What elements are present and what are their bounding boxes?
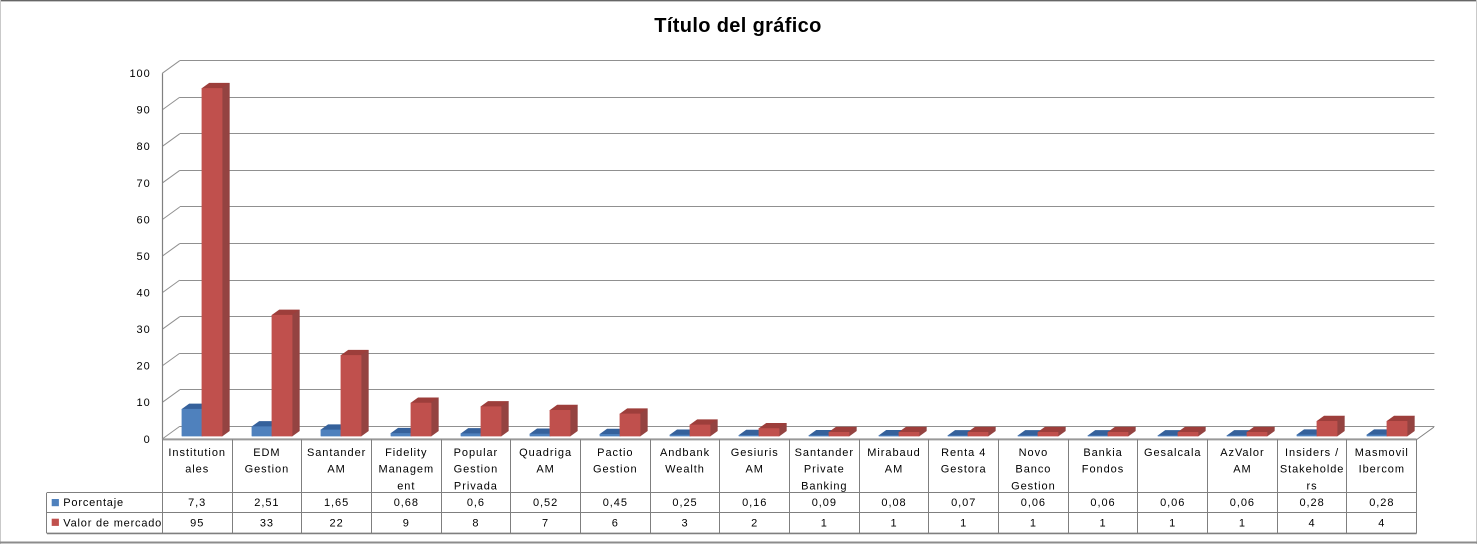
svg-text:0,28: 0,28	[1369, 497, 1394, 509]
svg-text:Stakeholde: Stakeholde	[1280, 464, 1345, 476]
svg-text:Gesiuris: Gesiuris	[731, 447, 779, 459]
svg-text:0,06: 0,06	[1160, 497, 1185, 509]
svg-text:Mirabaud: Mirabaud	[867, 447, 920, 459]
svg-text:50: 50	[137, 251, 151, 263]
svg-text:Privada: Privada	[454, 481, 498, 493]
svg-text:Gestion: Gestion	[245, 464, 290, 476]
svg-text:Managem: Managem	[379, 464, 435, 476]
svg-text:Fondos: Fondos	[1082, 464, 1124, 476]
svg-text:0,68: 0,68	[394, 497, 419, 509]
svg-text:Gestora: Gestora	[941, 464, 987, 476]
svg-text:7,3: 7,3	[188, 497, 206, 509]
svg-text:Gestion: Gestion	[593, 464, 638, 476]
svg-text:10: 10	[137, 397, 151, 409]
svg-text:4: 4	[1309, 517, 1316, 529]
svg-text:0,06: 0,06	[1230, 497, 1255, 509]
svg-text:0,45: 0,45	[603, 497, 628, 509]
svg-text:0: 0	[144, 434, 151, 446]
svg-text:Insiders /: Insiders /	[1285, 447, 1339, 459]
svg-text:Banco: Banco	[1015, 464, 1051, 476]
svg-text:1: 1	[960, 517, 967, 529]
svg-text:0,06: 0,06	[1021, 497, 1046, 509]
svg-text:AM: AM	[745, 464, 763, 476]
svg-text:0,08: 0,08	[881, 497, 906, 509]
svg-text:33: 33	[260, 517, 274, 529]
svg-text:Gesalcala: Gesalcala	[1144, 447, 1201, 459]
svg-text:60: 60	[137, 214, 151, 226]
svg-text:AM: AM	[885, 464, 903, 476]
svg-text:Quadriga: Quadriga	[519, 447, 572, 459]
svg-text:Santander: Santander	[795, 447, 854, 459]
svg-text:40: 40	[137, 288, 151, 300]
svg-text:Gestion: Gestion	[454, 464, 499, 476]
svg-text:7: 7	[542, 517, 549, 529]
svg-text:AM: AM	[536, 464, 554, 476]
svg-text:rs: rs	[1307, 481, 1318, 493]
svg-text:Private: Private	[804, 464, 845, 476]
svg-text:22: 22	[330, 517, 344, 529]
svg-text:80: 80	[137, 141, 151, 153]
svg-text:Valor de mercado: Valor de mercado	[63, 517, 162, 529]
svg-text:Gestion: Gestion	[1011, 481, 1056, 493]
svg-text:30: 30	[137, 324, 151, 336]
svg-text:1: 1	[1030, 517, 1037, 529]
svg-text:1,65: 1,65	[324, 497, 349, 509]
svg-text:AM: AM	[327, 464, 345, 476]
svg-text:Fidelity: Fidelity	[385, 447, 427, 459]
svg-text:100: 100	[129, 68, 150, 80]
svg-text:90: 90	[137, 105, 151, 117]
svg-text:0,16: 0,16	[742, 497, 767, 509]
svg-text:AM: AM	[1233, 464, 1251, 476]
svg-text:1: 1	[1099, 517, 1106, 529]
svg-text:0,25: 0,25	[672, 497, 697, 509]
svg-text:2: 2	[751, 517, 758, 529]
svg-text:0,6: 0,6	[467, 497, 485, 509]
svg-text:Título del gráfico: Título del gráfico	[654, 15, 821, 37]
svg-text:Banking: Banking	[801, 481, 847, 493]
svg-text:20: 20	[137, 361, 151, 373]
svg-text:1: 1	[1169, 517, 1176, 529]
svg-text:8: 8	[472, 517, 479, 529]
svg-text:AzValor: AzValor	[1220, 447, 1264, 459]
svg-text:EDM: EDM	[253, 447, 280, 459]
svg-text:0,09: 0,09	[812, 497, 837, 509]
svg-text:9: 9	[403, 517, 410, 529]
svg-text:3: 3	[681, 517, 688, 529]
svg-text:1: 1	[1239, 517, 1246, 529]
svg-text:ales: ales	[185, 464, 209, 476]
svg-text:6: 6	[612, 517, 619, 529]
svg-text:0,07: 0,07	[951, 497, 976, 509]
svg-text:1: 1	[821, 517, 828, 529]
svg-text:70: 70	[137, 178, 151, 190]
svg-text:2,51: 2,51	[254, 497, 279, 509]
svg-text:1: 1	[890, 517, 897, 529]
svg-text:Institution: Institution	[168, 447, 226, 459]
svg-text:Andbank: Andbank	[660, 447, 710, 459]
svg-text:Masmovil: Masmovil	[1355, 447, 1409, 459]
svg-text:0,52: 0,52	[533, 497, 558, 509]
svg-text:0,28: 0,28	[1299, 497, 1324, 509]
svg-text:Ibercom: Ibercom	[1359, 464, 1405, 476]
svg-text:95: 95	[190, 517, 204, 529]
svg-text:Renta 4: Renta 4	[941, 447, 986, 459]
svg-text:Novo: Novo	[1019, 447, 1048, 459]
svg-text:Porcentaje: Porcentaje	[63, 497, 124, 509]
svg-text:Wealth: Wealth	[665, 464, 705, 476]
svg-text:Bankia: Bankia	[1083, 447, 1122, 459]
svg-text:ent: ent	[397, 481, 415, 493]
svg-text:Popular: Popular	[454, 447, 499, 459]
svg-text:Santander: Santander	[307, 447, 366, 459]
svg-text:Pactio: Pactio	[597, 447, 633, 459]
svg-text:0,06: 0,06	[1090, 497, 1115, 509]
svg-text:4: 4	[1378, 517, 1385, 529]
